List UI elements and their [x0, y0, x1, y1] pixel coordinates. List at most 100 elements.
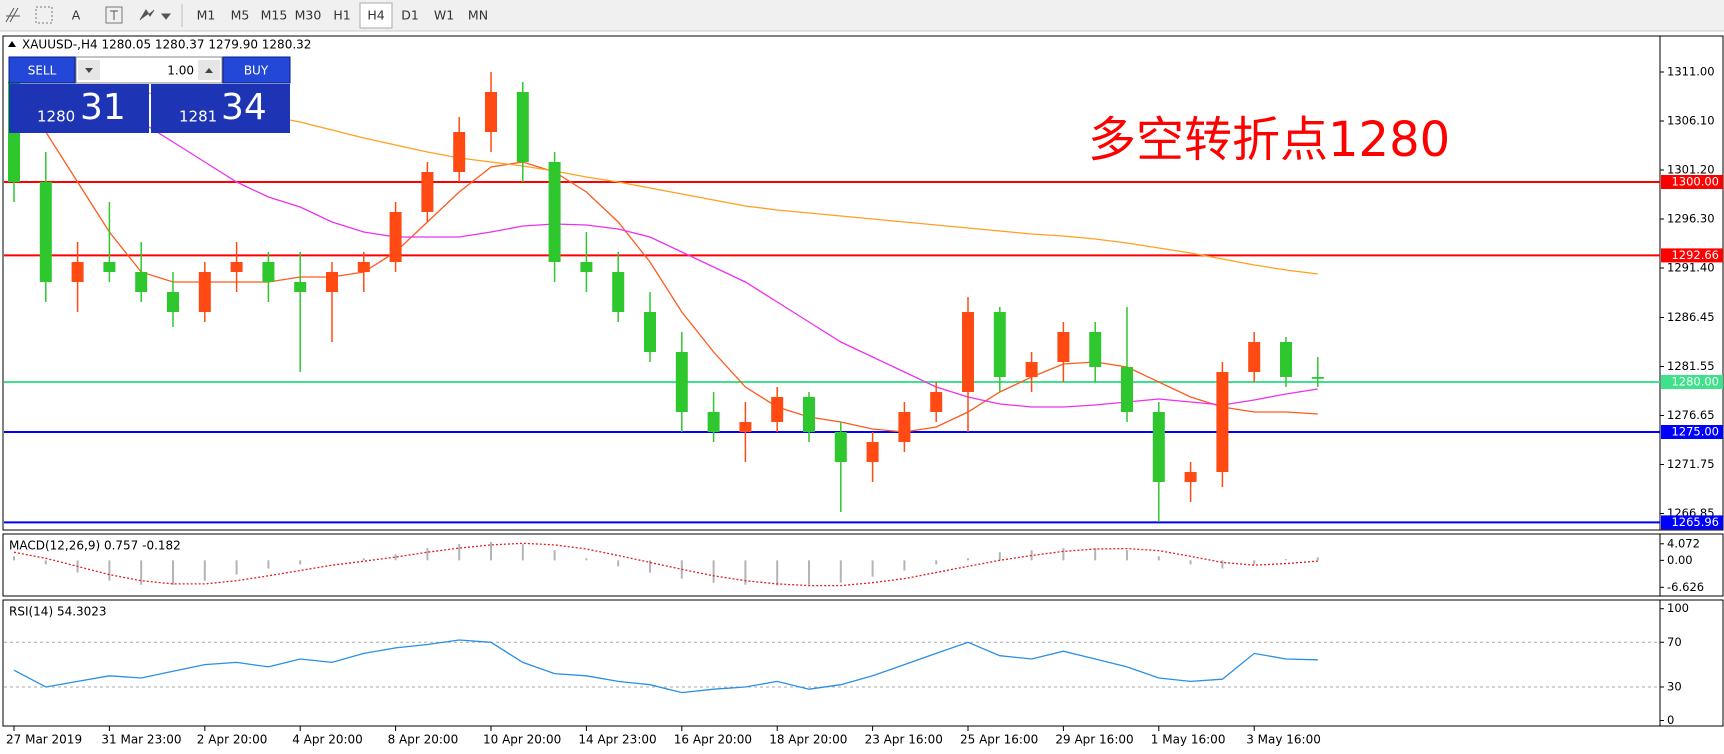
candle-body: [612, 272, 625, 312]
candle-body: [167, 292, 179, 312]
tool-icon[interactable]: [5, 7, 20, 23]
y-tick-label: 1271.75: [1667, 457, 1715, 471]
candle-body: [71, 262, 84, 282]
axis-frame: [1659, 533, 1724, 597]
timeframes: M1 M5 M15 M30 H1 H4 D1 W1 MN: [197, 2, 488, 29]
x-tick-label: 23 Apr 16:00: [865, 733, 943, 747]
candle-body: [866, 442, 879, 462]
sell-price[interactable]: [9, 84, 149, 133]
timeframe-label: D1: [401, 8, 419, 23]
candle-body: [485, 92, 497, 132]
lots-value: 1.00: [167, 64, 194, 78]
candle-body: [1121, 367, 1133, 412]
y-tick-label: 0.00: [1667, 553, 1693, 567]
lots-field[interactable]: [75, 56, 223, 84]
indicator-title: MACD(12,26,9) 0.757 -0.182: [9, 539, 181, 553]
level-label: 1292.66: [1671, 248, 1719, 262]
candle-body: [453, 132, 466, 172]
candle-body: [1216, 372, 1229, 472]
buy-price-pips: 34: [221, 87, 267, 128]
candle-body: [1280, 342, 1292, 377]
x-tick-label: 27 Mar 2019: [6, 733, 82, 747]
sell-price-pips: 31: [80, 87, 126, 128]
level-tag: [1661, 175, 1723, 189]
candle-body: [516, 92, 529, 162]
level-tag: [1661, 375, 1723, 389]
candle-body: [675, 352, 688, 412]
candle-body: [1057, 332, 1070, 362]
candle-body: [962, 312, 974, 392]
macd-signal: [13, 542, 1318, 587]
y-tick-label: 1306.10: [1667, 114, 1715, 128]
x-tick-label: 16 Apr 20:00: [674, 733, 752, 747]
level-label: 1265.96: [1671, 515, 1719, 529]
annotation: 多空转折点1280: [1088, 112, 1450, 168]
timeframe-label: MN: [468, 8, 488, 23]
x-tick-label: 10 Apr 20:00: [483, 733, 561, 747]
candle-body: [389, 212, 402, 262]
x-tick-label: 8 Apr 20:00: [388, 733, 459, 747]
tool-icon[interactable]: [35, 6, 53, 24]
buy-label: BUY: [244, 64, 269, 78]
axis-frame: [1659, 35, 1724, 531]
timeframe-label: M1: [197, 8, 216, 23]
candle-body: [739, 422, 752, 432]
buy-price[interactable]: [151, 84, 290, 133]
candle-body: [39, 182, 52, 282]
sell-button[interactable]: [8, 56, 76, 84]
x-tick-label: 3 May 16:00: [1246, 733, 1321, 747]
candle-body: [1248, 342, 1261, 372]
candle-body: [707, 412, 720, 432]
candle-body: [834, 432, 847, 462]
candle-body: [421, 172, 434, 212]
font-button[interactable]: A: [72, 8, 81, 23]
candle-body: [644, 312, 656, 352]
tool-icon[interactable]: [105, 6, 123, 24]
level-tag: [1661, 248, 1723, 263]
x-tick-label: 4 Apr 20:00: [292, 733, 363, 747]
candle-body: [198, 272, 211, 312]
level-tag: [1661, 515, 1723, 530]
level-label: 1275.00: [1671, 425, 1719, 439]
buy-button[interactable]: [222, 56, 291, 84]
moving-average: [141, 91, 1318, 275]
candle-body: [930, 392, 943, 412]
y-tick-label: 1296.30: [1667, 212, 1715, 226]
toolbar: A M1 M5 M15 M30 H1 H4 D1 W1 MN: [0, 0, 1724, 32]
level-label: 1300.00: [1671, 175, 1719, 189]
sell-label: SELL: [28, 64, 57, 78]
timeframe-button[interactable]: [359, 2, 393, 29]
timeframe-label: M5: [231, 8, 250, 23]
axis-frame: [1659, 599, 1724, 727]
x-tick-label: 14 Apr 23:00: [578, 733, 656, 747]
y-tick-label: 1276.65: [1667, 408, 1715, 422]
tool-icon[interactable]: [139, 9, 172, 21]
y-tick-label: 4.072: [1667, 536, 1700, 550]
arrow-icon: [85, 68, 93, 73]
arrow-icon: [205, 68, 213, 73]
y-tick-label: 1301.20: [1667, 163, 1715, 177]
timeframe-label: W1: [434, 8, 454, 23]
y-tick-label: 70: [1667, 635, 1682, 649]
candle-body: [294, 282, 307, 292]
x-tick-label: 1 May 16:00: [1151, 733, 1226, 747]
y-tick-label: 1286.45: [1667, 310, 1715, 324]
candle-body: [1152, 412, 1165, 482]
timeframe-label: M15: [261, 8, 288, 23]
candle-body: [803, 397, 815, 432]
y-tick-label: -6.626: [1667, 580, 1704, 594]
chart: 1311.00 1306.10 1301.20 1296.30 1291.40 1286.…: [2, 35, 1724, 747]
candle-body: [326, 272, 338, 292]
x-tick-label: 2 Apr 20:00: [197, 733, 268, 747]
candle-body: [898, 412, 911, 442]
rsi-line: [13, 639, 1318, 694]
timeframe-label: H1: [333, 8, 350, 23]
candle-body: [262, 262, 275, 282]
timeframe-label: M30: [295, 8, 322, 23]
level-tag: [1661, 425, 1723, 439]
y-tick-label: 100: [1667, 601, 1689, 615]
toolbar-bg: [0, 0, 1724, 31]
candle-body: [103, 262, 116, 272]
x-tick-label: 25 Apr 16:00: [960, 733, 1038, 747]
